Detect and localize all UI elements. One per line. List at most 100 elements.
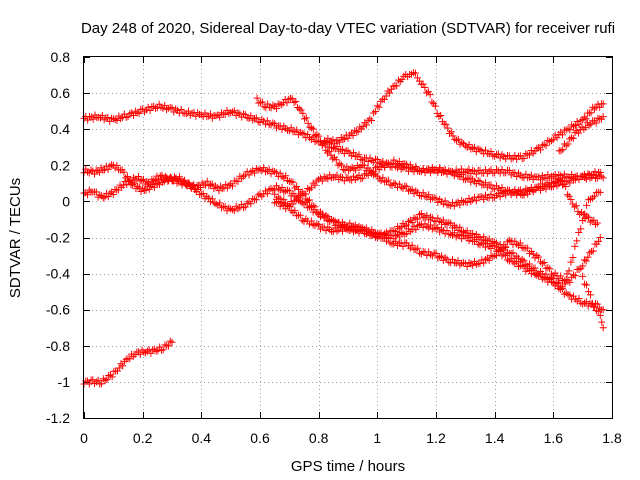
data-point: [427, 168, 434, 176]
data-point: [386, 239, 394, 247]
data-point: [208, 195, 216, 203]
data-point: [502, 187, 510, 195]
data-point: [558, 177, 566, 185]
data-point: [480, 259, 488, 267]
data-point: [397, 223, 405, 231]
data-point: [146, 107, 154, 115]
data-point: [445, 230, 453, 238]
data-point: [559, 131, 566, 139]
data-point: [323, 149, 331, 157]
data-point: [271, 190, 279, 198]
data-point: [582, 298, 590, 306]
data-point: [299, 109, 307, 117]
data-point: [290, 98, 298, 106]
data-point: [441, 197, 449, 205]
data-point: [582, 115, 590, 123]
data-point: [199, 190, 207, 198]
data-point: [161, 341, 169, 349]
data-point: [140, 348, 148, 356]
data-point: [540, 259, 548, 267]
data-point: [298, 129, 306, 137]
data-point: [579, 300, 587, 308]
data-point: [423, 89, 431, 97]
data-point: [150, 183, 158, 191]
data-point: [113, 117, 121, 125]
data-point: [548, 274, 555, 282]
data-point: [355, 151, 363, 159]
data-point: [123, 172, 131, 180]
data-point: [458, 138, 466, 146]
y-tick-label: -0.4: [46, 266, 70, 282]
data-point: [593, 171, 601, 179]
data-point: [428, 98, 436, 106]
data-point: [221, 111, 229, 119]
data-point: [263, 190, 271, 198]
data-point: [339, 166, 347, 174]
data-point: [243, 114, 251, 122]
data-point: [423, 211, 431, 219]
data-point: [419, 189, 427, 197]
data-point: [255, 99, 263, 107]
data-point: [496, 240, 504, 248]
data-point: [276, 169, 284, 177]
data-point: [556, 283, 564, 291]
data-point: [336, 160, 344, 168]
data-point: [168, 104, 176, 112]
y-tick-label: 0.4: [51, 121, 71, 137]
data-point: [111, 115, 119, 123]
data-point: [135, 184, 143, 192]
data-point: [96, 191, 104, 199]
data-point: [185, 107, 192, 115]
data-point: [298, 191, 306, 199]
data-point: [254, 166, 262, 174]
data-point: [278, 126, 286, 134]
data-point: [551, 280, 559, 288]
data-point: [329, 155, 337, 163]
data-point: [569, 134, 577, 142]
data-point: [599, 306, 607, 314]
data-point: [345, 166, 353, 174]
data-point: [403, 221, 411, 229]
data-point: [580, 113, 588, 121]
data-point: [562, 289, 570, 297]
data-point: [437, 112, 445, 120]
data-point: [390, 156, 398, 164]
data-point: [431, 102, 439, 110]
data-point: [151, 176, 159, 184]
data-point: [153, 104, 161, 112]
data-point: [392, 228, 400, 236]
data-point: [384, 231, 392, 239]
axis-ticks: [84, 57, 613, 419]
data-point: [84, 191, 92, 199]
data-point: [526, 151, 533, 159]
data-point: [419, 223, 427, 231]
data-point: [513, 172, 521, 180]
data-point: [124, 177, 132, 185]
data-point: [494, 150, 502, 158]
data-point: [445, 129, 453, 137]
data-point: [159, 178, 167, 186]
data-point: [240, 172, 247, 180]
data-point: [569, 200, 577, 208]
data-point: [526, 260, 533, 268]
data-point: [282, 205, 290, 213]
data-point: [126, 355, 134, 363]
data-point: [194, 109, 202, 117]
data-point: [498, 184, 506, 192]
data-point: [595, 237, 603, 245]
data-point: [590, 105, 598, 113]
data-point: [592, 221, 600, 229]
data-point: [465, 194, 473, 202]
data-point: [152, 347, 160, 355]
data-point: [370, 228, 378, 236]
data-point: [139, 105, 147, 113]
data-point: [403, 230, 411, 238]
data-point: [502, 244, 510, 252]
data-point: [338, 161, 346, 169]
data-point: [392, 237, 400, 245]
data-point: [569, 253, 577, 261]
data-point: [325, 147, 333, 155]
data-point: [564, 140, 572, 148]
data-point: [598, 318, 606, 326]
data-point: [546, 174, 554, 182]
